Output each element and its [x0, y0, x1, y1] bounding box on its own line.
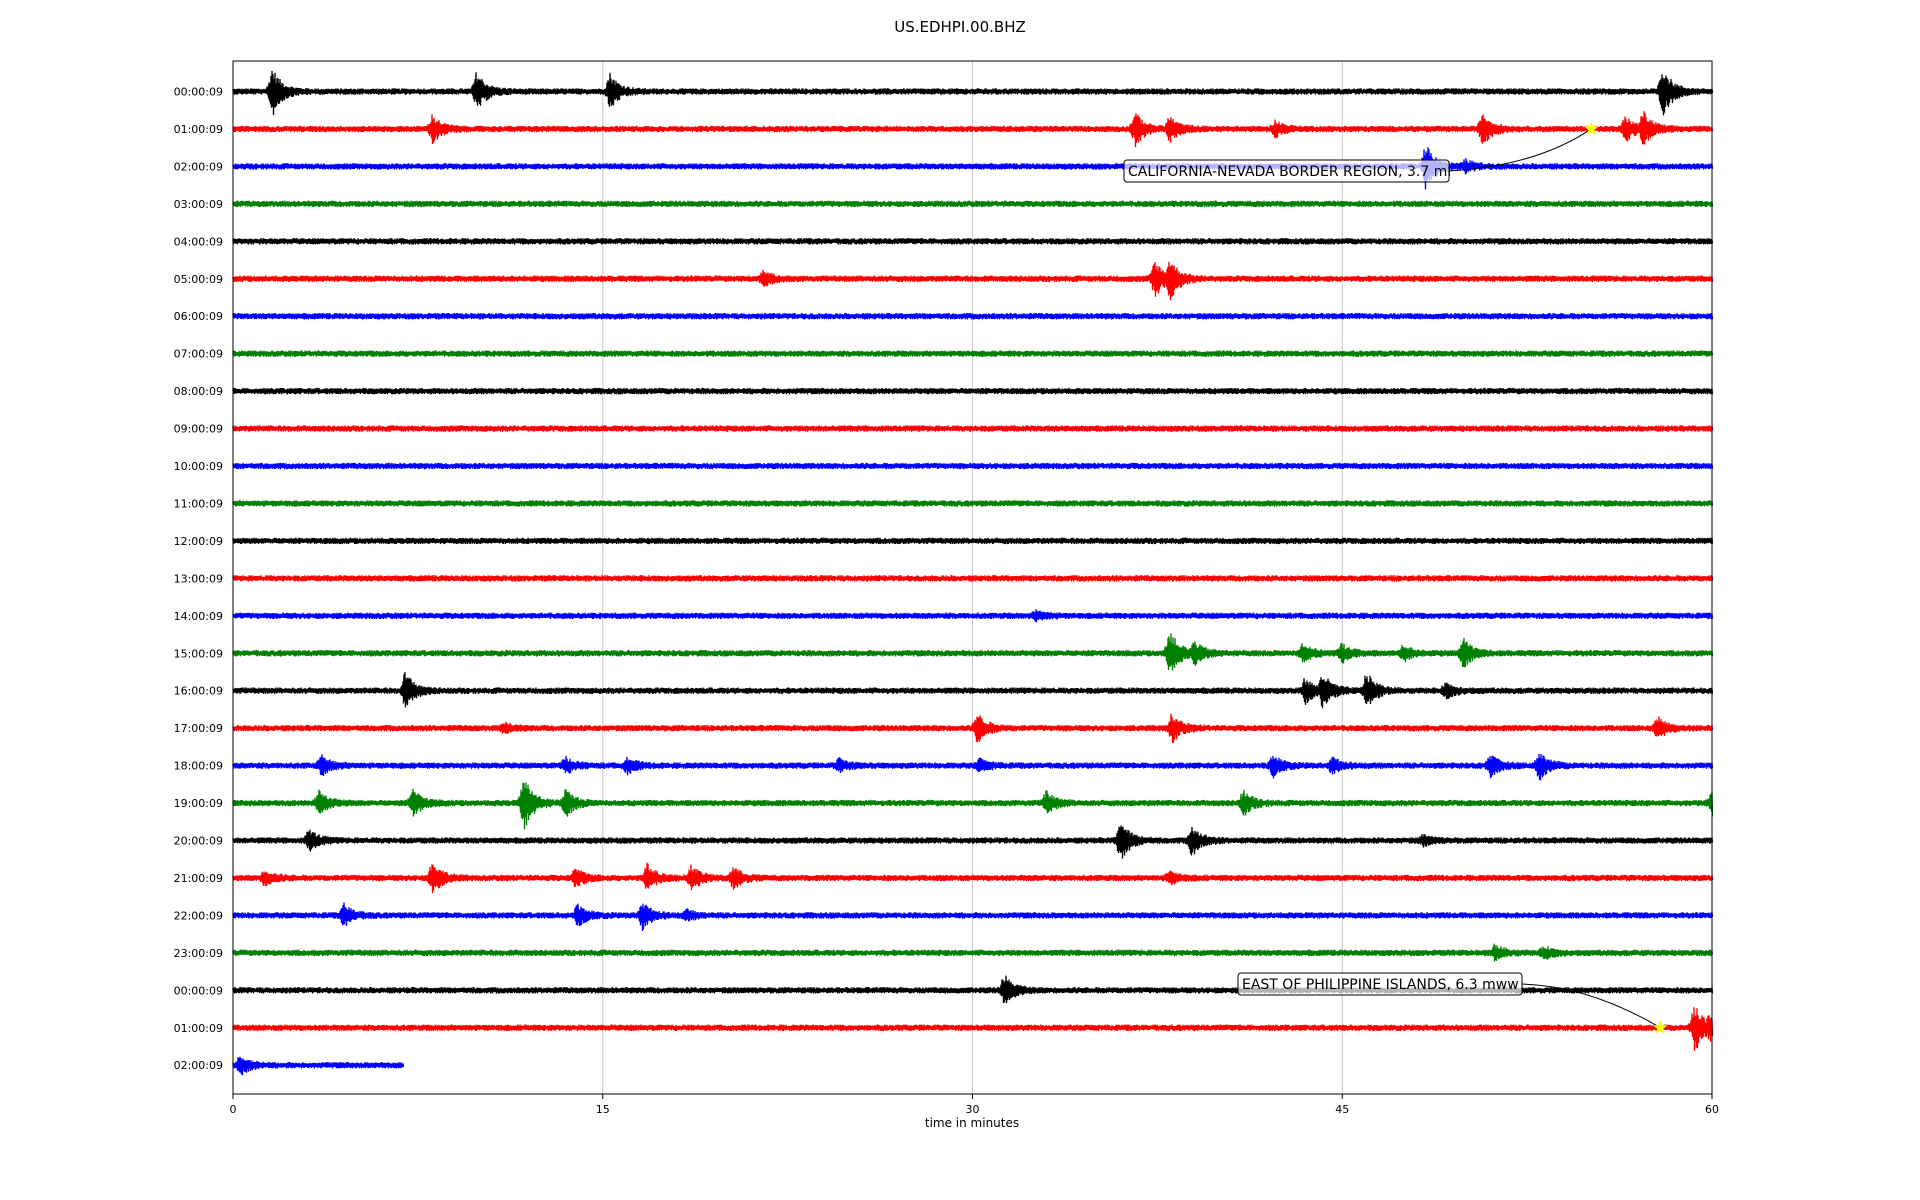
event-label: CALIFORNIA-NEVADA BORDER REGION, 3.7 ml: [1128, 164, 1451, 180]
x-axis: 0 15 30 45 60: [230, 1094, 1719, 1116]
event-label: EAST OF PHILIPPINE ISLANDS, 6.3 mww: [1242, 977, 1519, 993]
trace-row-14: [232, 609, 1714, 623]
trace-row-1: [232, 111, 1714, 148]
row-label: 14:00:09: [174, 610, 223, 623]
trace-row-4: [232, 238, 1714, 245]
trace-row-9: [232, 425, 1714, 432]
row-label: 02:00:09: [174, 160, 223, 173]
row-labels: 00:00:09 01:00:09 02:00:09 03:00:09 04:00:09…: [174, 86, 223, 1073]
row-label: 18:00:09: [174, 760, 223, 773]
trace-row-6: [232, 312, 1714, 320]
trace-row-11: [232, 500, 1714, 507]
trace-row-2: [232, 147, 1714, 190]
event-annotation: EAST OF PHILIPPINE ISLANDS, 6.3 mww: [1237, 972, 1668, 1034]
row-label: 16:00:09: [174, 685, 223, 698]
trace-row-20: [232, 825, 1714, 859]
row-label: 12:00:09: [174, 535, 223, 548]
trace-row-10: [232, 462, 1714, 470]
event-marker: [1652, 1020, 1668, 1034]
x-tick-label: 15: [596, 1103, 610, 1116]
row-label: 09:00:09: [174, 423, 223, 436]
trace-row-15: [232, 633, 1714, 671]
row-label: 00:00:09: [174, 984, 223, 997]
row-label: 15:00:09: [174, 647, 223, 660]
x-tick-label: 60: [1705, 1103, 1719, 1116]
row-label: 11:00:09: [174, 497, 223, 510]
event-label-box: [1123, 159, 1450, 183]
row-label: 22:00:09: [174, 909, 223, 922]
trace-row-7: [232, 350, 1714, 357]
row-label: 03:00:09: [174, 198, 223, 211]
trace-row-17: [232, 713, 1714, 744]
row-label: 00:00:09: [174, 86, 223, 99]
chart-title: US.EDHPI.00.BHZ: [894, 18, 1026, 36]
row-label: 05:00:09: [174, 273, 223, 286]
trace-row-5: [232, 261, 1714, 301]
x-tick-label: 0: [230, 1103, 237, 1116]
event-annotations: CALIFORNIA-NEVADA BORDER REGION, 3.7 ml E…: [1123, 121, 1668, 1034]
trace-row-13: [232, 575, 1714, 582]
row-label: 17:00:09: [174, 722, 223, 735]
row-label: 10:00:09: [174, 460, 223, 473]
trace-row-12: [232, 537, 1714, 545]
event-connector: [1448, 128, 1592, 172]
event-label-box: [1237, 972, 1523, 996]
row-label: 19:00:09: [174, 797, 223, 810]
x-axis-label: time in minutes: [925, 1116, 1019, 1130]
trace-row-18: [232, 753, 1714, 781]
trace-row-16: [232, 672, 1714, 709]
event-marker: [1583, 121, 1599, 136]
row-label: 01:00:09: [174, 123, 223, 136]
row-label: 08:00:09: [174, 385, 223, 398]
trace-row-19: [232, 782, 1714, 830]
trace-row-3: [232, 200, 1714, 208]
trace-row-22: [232, 902, 1714, 932]
trace-row-0: [232, 70, 1714, 116]
x-tick-label: 30: [966, 1103, 980, 1116]
event-annotation: CALIFORNIA-NEVADA BORDER REGION, 3.7 ml: [1123, 121, 1599, 183]
event-connector: [1521, 983, 1661, 1029]
row-label: 21:00:09: [174, 872, 223, 885]
trace-row-25: [232, 1007, 1714, 1051]
row-label: 20:00:09: [174, 835, 223, 848]
row-label: 07:00:09: [174, 348, 223, 361]
row-label: 04:00:09: [174, 235, 223, 248]
trace-row-8: [232, 387, 1714, 395]
row-label: 02:00:09: [174, 1059, 223, 1072]
x-tick-label: 45: [1335, 1103, 1349, 1116]
row-label: 13:00:09: [174, 572, 223, 585]
trace-row-21: [232, 862, 1714, 894]
trace-row-23: [232, 943, 1714, 962]
trace-row-26: [232, 1056, 405, 1076]
trace-group: [232, 70, 1714, 1076]
row-label: 01:00:09: [174, 1022, 223, 1035]
row-label: 23:00:09: [174, 947, 223, 960]
row-label: 06:00:09: [174, 310, 223, 323]
